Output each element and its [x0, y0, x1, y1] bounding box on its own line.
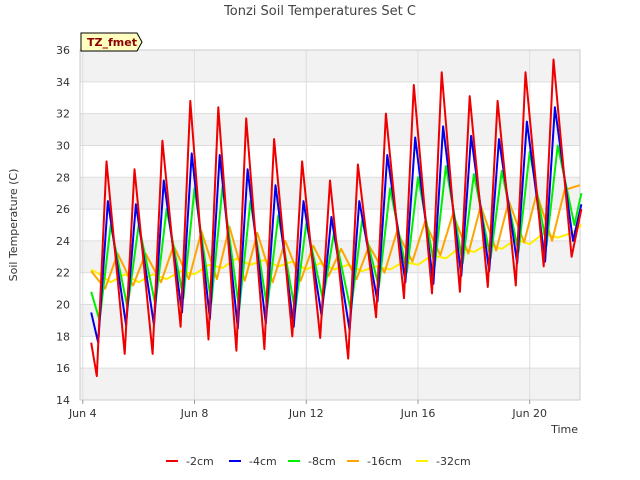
series-line-minus-4cm — [90, 106, 583, 344]
x-tick-label: Jun 12 — [288, 407, 324, 420]
y-tick-label: 20 — [56, 299, 70, 312]
y-tick-label: 32 — [56, 108, 70, 121]
legend: -2cm -4cm -8cm -16cm -32cm — [166, 455, 471, 468]
x-tick-label: Jun 8 — [180, 407, 209, 420]
station-badge-label: TZ_fmet — [87, 36, 137, 49]
y-tick-label: 16 — [56, 362, 70, 375]
series-line-minus-16cm — [90, 184, 581, 290]
legend-label: -8cm — [308, 455, 336, 468]
y-tick-label: 26 — [56, 203, 70, 216]
series-line-minus-32cm — [90, 224, 583, 284]
station-badge-box — [80, 32, 143, 52]
y-tick-label: 34 — [56, 76, 70, 89]
y-tick-label: 14 — [56, 394, 70, 407]
y-tick-label: 30 — [56, 139, 70, 152]
y-tick-label: 36 — [56, 44, 70, 57]
series-line-minus-2cm — [90, 58, 583, 378]
y-tick-label: 22 — [56, 267, 70, 280]
x-tick-label: Jun 4 — [68, 407, 97, 420]
grid-band — [80, 304, 580, 337]
x-tick-label: Jun 20 — [511, 407, 547, 420]
y-axis-ticks: 14 16 18 20 22 24 26 28 30 32 34 36 — [56, 44, 70, 407]
station-badge: TZ_fmet — [80, 32, 143, 52]
y-tick-label: 18 — [56, 330, 70, 343]
y-axis-label: Soil Temperature (C) — [7, 169, 20, 282]
y-tick-label: 28 — [56, 171, 70, 184]
x-axis-label: Time — [550, 423, 578, 436]
legend-item: -16cm — [347, 455, 402, 468]
grid-band — [80, 113, 580, 146]
legend-item: -32cm — [416, 455, 471, 468]
legend-label: -32cm — [436, 455, 471, 468]
series-layer — [90, 58, 583, 378]
legend-label: -16cm — [367, 455, 402, 468]
legend-item: -2cm — [166, 455, 214, 468]
y-tick-label: 24 — [56, 235, 70, 248]
legend-item: -8cm — [288, 455, 336, 468]
x-axis-ticks: Jun 4 Jun 8 Jun 12 Jun 16 Jun 20 — [68, 400, 547, 420]
chart-title: Tonzi Soil Temperatures Set C — [223, 4, 416, 19]
grid-band — [80, 368, 580, 400]
grid-band — [80, 50, 580, 82]
x-tick-label: Jun 16 — [400, 407, 436, 420]
legend-label: -2cm — [186, 455, 214, 468]
legend-item: -4cm — [229, 455, 277, 468]
legend-label: -4cm — [249, 455, 277, 468]
